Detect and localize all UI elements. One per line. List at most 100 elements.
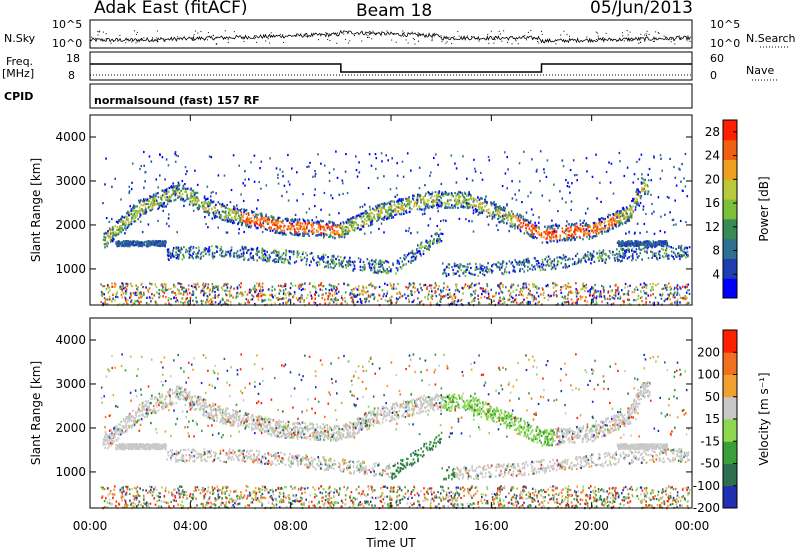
echo-point [683,254,686,257]
echo-point [320,162,322,165]
noise-search-dot [418,40,420,42]
echo-point [125,282,127,285]
echo-point [617,219,620,223]
echo-point [188,250,191,253]
echo-point [276,251,279,255]
echo-point [345,231,348,234]
echo-point [445,265,448,268]
echo-point [109,298,112,301]
echo-point [295,231,297,234]
echo-point [124,295,126,298]
echo-point [224,283,227,286]
echo-point [250,298,252,301]
noise-search-dot [296,35,298,37]
echo-point [624,254,627,257]
echo-point [293,291,296,294]
echo-point [415,204,418,208]
echo-point [180,285,182,288]
echo-point [585,255,587,258]
noise-search-dot [654,40,656,42]
echo-point [436,206,439,210]
echo-point [241,215,244,218]
echo-point [352,222,355,225]
echo-point [649,283,652,286]
echo-point [500,206,502,210]
echo-point [467,284,469,287]
echo-point [532,227,535,230]
echo-point [513,224,515,228]
nsky-label: N.Sky [4,32,36,45]
echo-point [204,252,207,255]
echo-point [360,217,363,220]
freq-tick-bottom: 8 [68,69,75,82]
echo-point [275,227,277,230]
echo-point [362,286,365,289]
echo-point [486,283,488,286]
echo-point [256,249,258,252]
echo-point [651,286,653,289]
echo-point [125,299,127,302]
echo-point [522,221,525,224]
echo-point [347,284,349,287]
echo-point [502,260,505,263]
echo-point [508,211,510,214]
echo-point [674,296,676,299]
echo-point [527,294,529,297]
echo-point [343,258,345,261]
echo-point [541,241,544,244]
echo-point [597,256,599,259]
echo-point [652,282,654,286]
echo-point [195,246,198,250]
echo-point [645,284,648,287]
echo-point [196,201,198,205]
echo-point [619,295,622,298]
echo-point [262,259,264,262]
echo-point [152,193,155,196]
echo-point [182,253,184,256]
echo-point [488,302,490,306]
echo-point [346,231,349,234]
echo-point [276,254,279,257]
echo-point [675,255,677,258]
echo-point [654,245,656,248]
echo-point [481,209,483,212]
echo-point [377,204,379,207]
echo-point [230,220,232,224]
noise-search-dot [156,37,158,39]
echo-point [627,290,630,293]
echo-point [363,222,366,225]
echo-point [239,249,242,252]
echo-point [544,231,546,234]
echo-point [353,267,356,270]
echo-point [611,296,614,299]
echo-point [396,259,399,262]
echo-point [238,302,240,305]
echo-point [628,248,630,251]
echo-point [569,258,571,261]
echo-point [510,220,513,223]
echo-point [256,253,259,257]
echo-point [341,266,344,269]
echo-point [641,295,643,299]
echo-point [635,248,638,251]
echo-point [519,267,521,271]
echo-point [129,282,132,285]
echo-point [627,247,629,250]
echo-point [570,298,573,301]
echo-point [629,209,631,212]
noise-search-dot [494,39,496,41]
echo-point [591,253,594,256]
echo-point [424,246,426,250]
echo-point [505,262,508,265]
echo-point [176,288,179,291]
echo-point [256,282,258,285]
echo-point [616,288,619,291]
echo-point [264,256,266,259]
echo-point [403,212,405,215]
echo-point [219,253,221,257]
echo-point [258,224,261,227]
echo-point [457,266,460,269]
echo-point [481,272,484,276]
echo-point [657,250,660,253]
echo-point [245,298,248,301]
